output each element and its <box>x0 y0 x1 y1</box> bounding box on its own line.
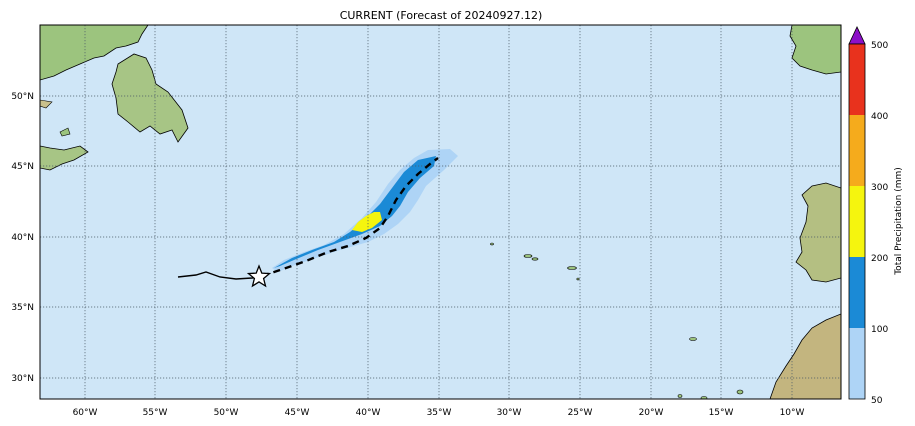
lon-tick-label: 30°W <box>497 408 522 418</box>
colorbar-tick-label: 500 <box>871 41 888 51</box>
colorbar-bin-300-400 <box>849 115 865 186</box>
forecast-track-line <box>261 157 439 278</box>
precipitation-colorbar: 50 100 200 300 400 500 Total Precipitati… <box>848 26 904 406</box>
north-america-landmass <box>40 25 189 171</box>
colorbar-bin-400-500 <box>849 44 865 115</box>
colorbar-extend-arrow <box>848 26 866 45</box>
graticule <box>40 25 841 399</box>
map-title: CURRENT (Forecast of 20240927.12) <box>340 9 543 22</box>
colorbar-frame <box>848 43 866 400</box>
colorbar-bin-200-300 <box>849 186 865 257</box>
colorbar-label: Total Precipitation (mm) <box>894 167 904 276</box>
lon-tick-label: 40°W <box>356 408 381 418</box>
lon-tick-label: 50°W <box>214 408 239 418</box>
lon-tick-label: 35°W <box>427 408 452 418</box>
lat-tick-label: 40°N <box>11 233 34 243</box>
colorbar-tick-label: 300 <box>871 183 888 193</box>
current-position-star-icon <box>246 264 272 288</box>
lat-axis-labels: 30°N 35°N 40°N 45°N 50°N <box>11 92 34 384</box>
lon-axis-labels: 60°W 55°W 50°W 45°W 40°W 35°W 30°W 25°W … <box>73 408 805 418</box>
lon-tick-label: 20°W <box>639 408 664 418</box>
lon-tick-label: 15°W <box>709 408 734 418</box>
atlantic-islands <box>490 242 744 399</box>
greenland-landmass <box>789 25 841 75</box>
ocean-background <box>40 25 841 399</box>
lon-tick-label: 55°W <box>143 408 168 418</box>
iberia-landmass <box>795 182 841 283</box>
colorbar-tick-label: 400 <box>871 112 888 122</box>
map-frame <box>39 24 842 400</box>
colorbar-tick-label: 200 <box>871 254 888 264</box>
colorbar-tick-label: 100 <box>871 325 888 335</box>
colorbar-tick-label: 50 <box>871 396 883 406</box>
lat-tick-label: 50°N <box>11 92 34 102</box>
lat-tick-label: 35°N <box>11 303 34 313</box>
lat-tick-label: 30°N <box>11 374 34 384</box>
colorbar-bin-100-200 <box>849 257 865 328</box>
lon-tick-label: 25°W <box>568 408 593 418</box>
past-track-line <box>177 271 261 280</box>
lon-tick-label: 60°W <box>73 408 98 418</box>
lat-tick-label: 45°N <box>11 162 34 172</box>
lon-tick-label: 10°W <box>780 408 805 418</box>
lon-tick-label: 45°W <box>285 408 310 418</box>
colorbar-bin-50-100 <box>849 328 865 399</box>
